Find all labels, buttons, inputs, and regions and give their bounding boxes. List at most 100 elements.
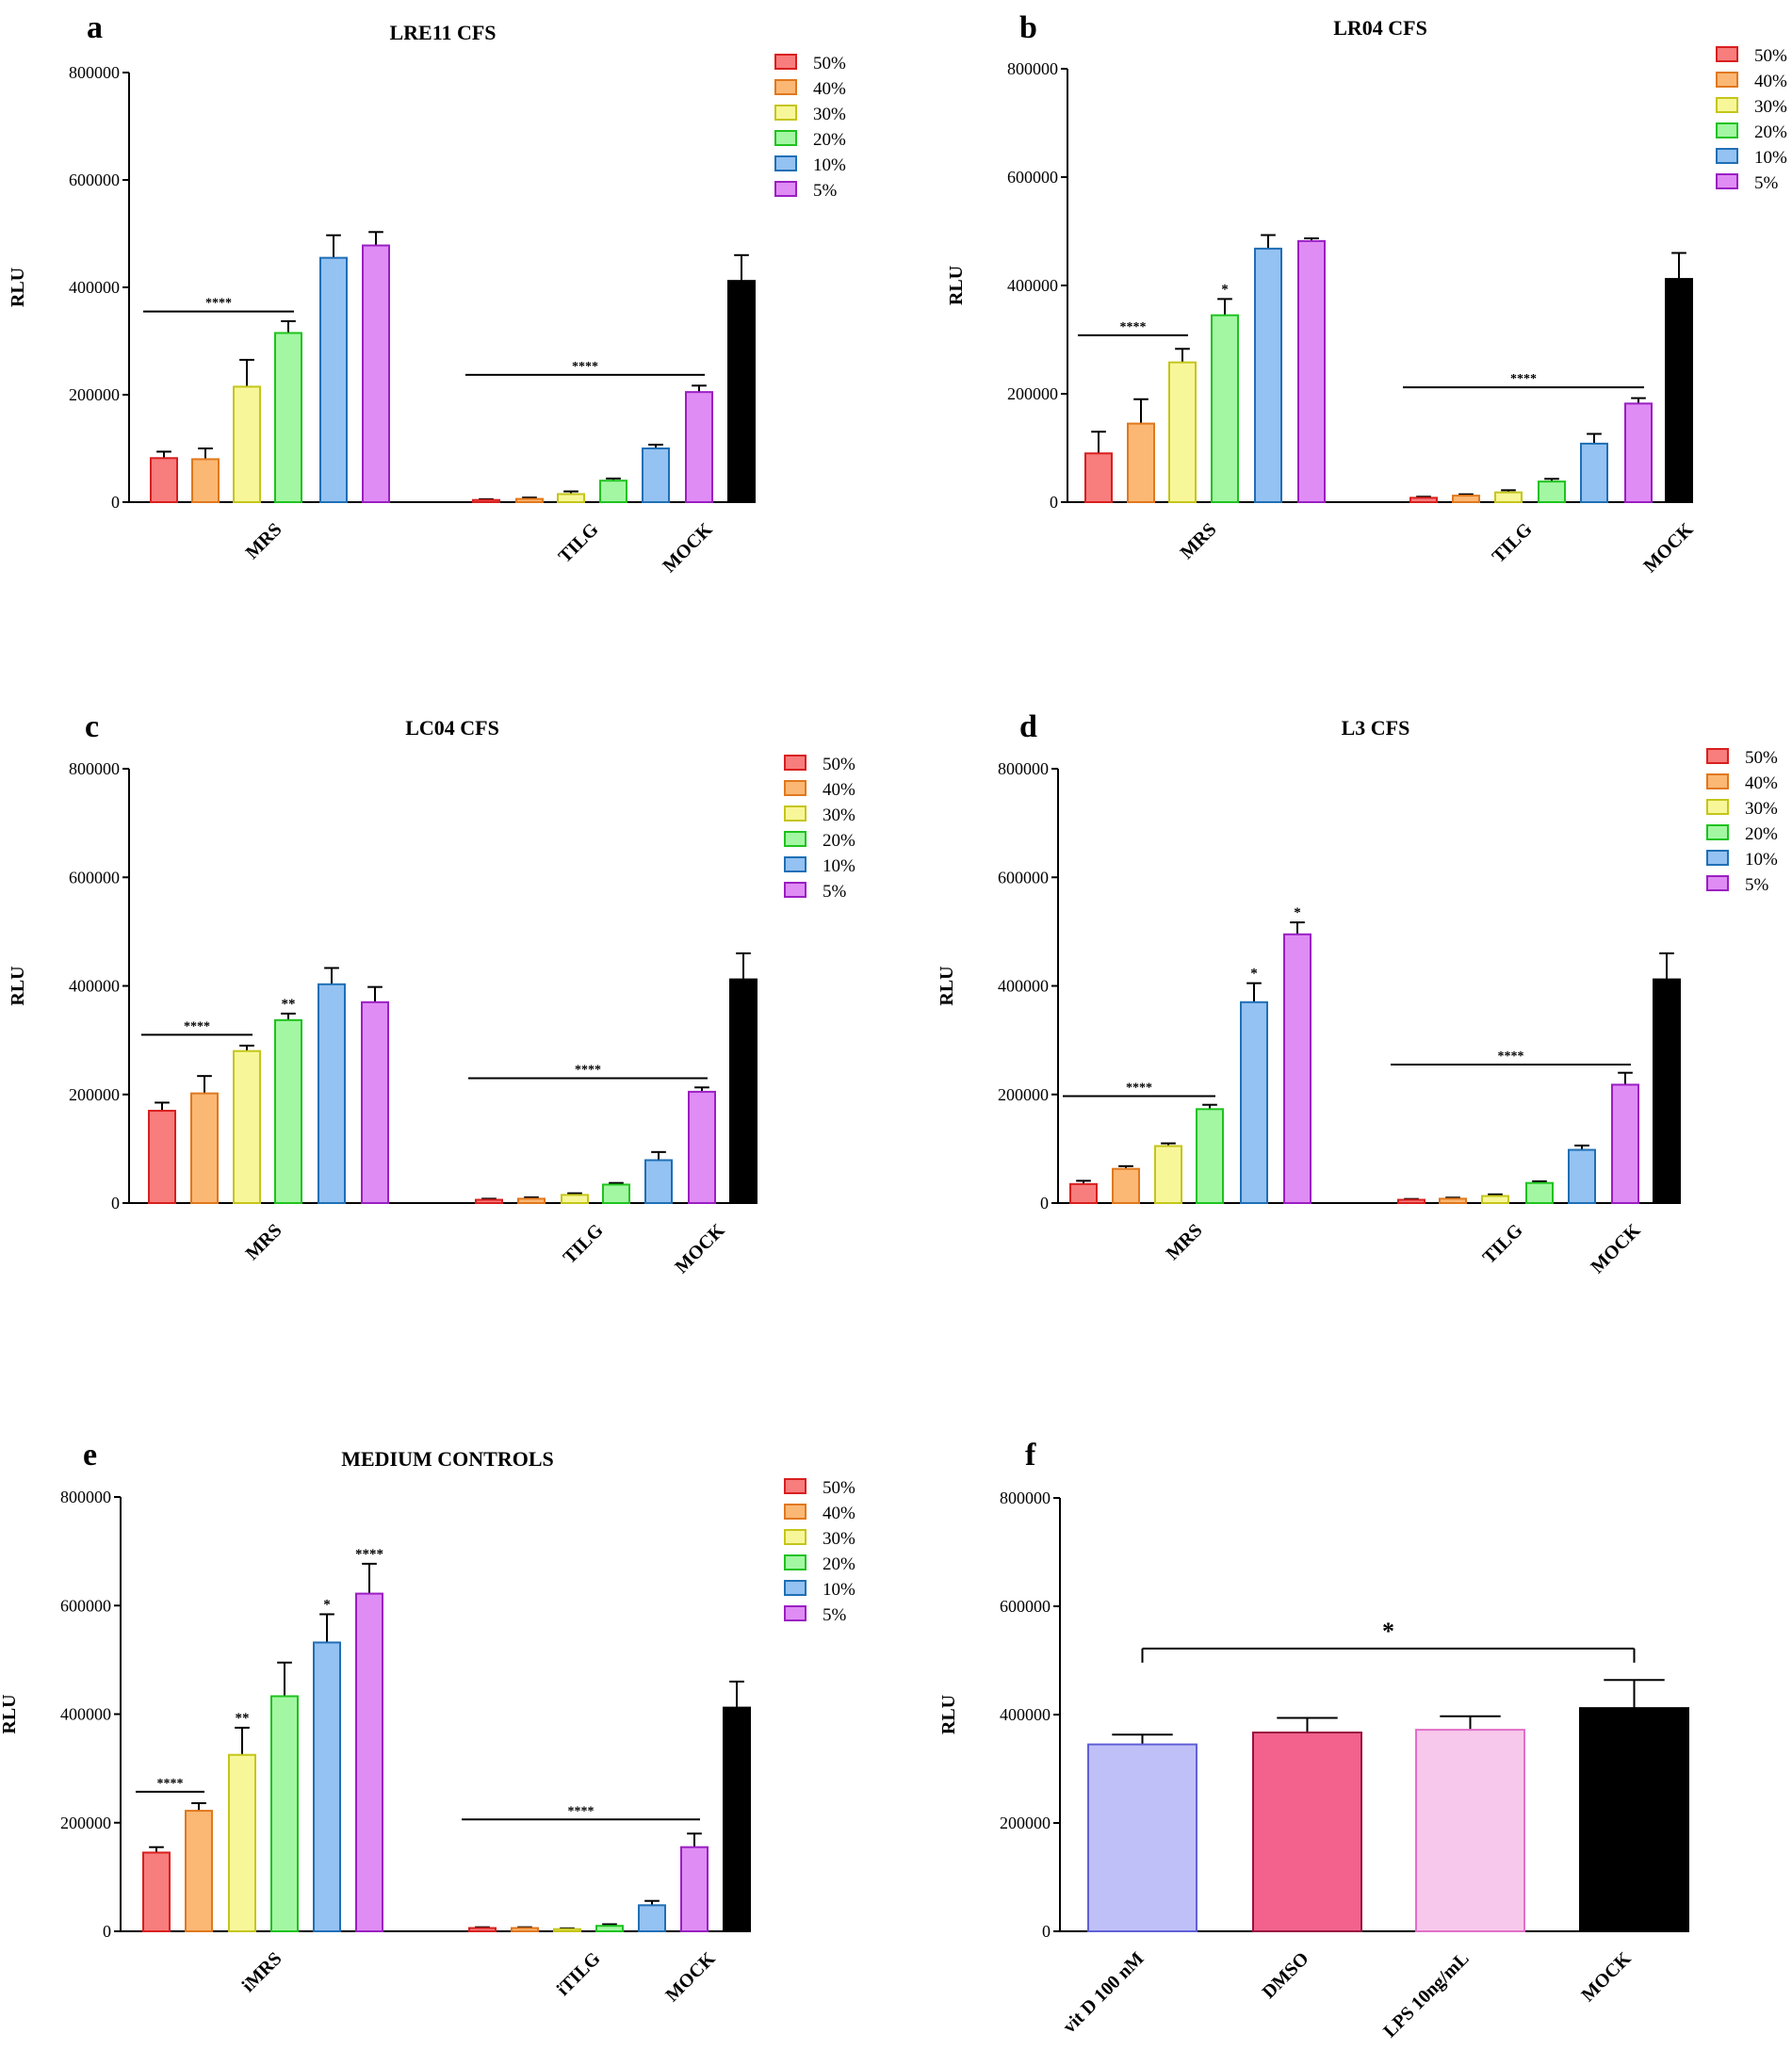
bar <box>602 1183 630 1204</box>
bar <box>1611 1083 1639 1204</box>
significance-label: **** <box>568 1804 595 1818</box>
significance-label: **** <box>1498 1049 1524 1064</box>
legend-swatch <box>784 882 806 898</box>
legend-swatch <box>784 831 806 847</box>
legend-swatch <box>1716 173 1738 189</box>
bar <box>319 256 348 503</box>
bar <box>644 1159 673 1204</box>
bar <box>150 457 178 504</box>
significance-label: **** <box>205 297 232 311</box>
bar-significance-mark: **** <box>355 1547 383 1562</box>
legend-label: 5% <box>1745 875 1769 895</box>
x-group-label: MRS <box>1177 519 1221 563</box>
x-group-label: TILG <box>1489 519 1537 567</box>
significance-label: * <box>1382 1618 1394 1645</box>
legend-swatch <box>1716 46 1738 62</box>
bar <box>1525 1181 1554 1204</box>
y-tick-label: 400000 <box>60 1705 111 1724</box>
bar <box>1252 1731 1362 1932</box>
bar <box>729 978 758 1204</box>
panel-letter-a: a <box>87 10 103 45</box>
bar <box>362 244 390 503</box>
panel-e: e MEDIUM CONTROLS 0 200000 400000 600000 80000… <box>0 1438 855 2006</box>
panel-letter-f: f <box>1025 1438 1036 1472</box>
bar <box>517 1197 546 1205</box>
legend-swatch <box>1716 97 1738 113</box>
bar <box>1211 314 1239 503</box>
x-group-label: MRS <box>242 1220 286 1264</box>
legend-label: 20% <box>1754 122 1787 142</box>
bar <box>1196 1108 1224 1204</box>
bar <box>1409 496 1438 504</box>
legend-swatch <box>1716 72 1738 88</box>
legend-label: 30% <box>823 1529 855 1549</box>
bar <box>680 1846 709 1933</box>
bar <box>1154 1145 1182 1205</box>
bar <box>1168 361 1197 503</box>
bar <box>1112 1167 1140 1205</box>
bar <box>515 497 544 504</box>
legend-label: 50% <box>1754 46 1787 66</box>
x-category-label: MOCK <box>1577 1948 1635 2006</box>
legend-label: 40% <box>823 1504 855 1523</box>
legend: 50% 40% 30% 20% 10% 5% <box>1706 748 1778 895</box>
bar <box>1084 452 1113 503</box>
y-tick-label: 200000 <box>69 385 120 404</box>
x-group-label: TILG <box>1479 1220 1527 1268</box>
bar <box>142 1851 171 1932</box>
legend-swatch <box>1706 850 1729 866</box>
y-tick-label: 600000 <box>998 868 1049 887</box>
legend-swatch <box>774 79 797 95</box>
y-tick-label: 800000 <box>1007 59 1058 78</box>
legend-label: 40% <box>823 780 855 800</box>
significance-label: **** <box>575 1063 601 1077</box>
legend-swatch <box>784 805 806 822</box>
bar <box>355 1592 383 1932</box>
y-tick-label: 800000 <box>60 1488 111 1506</box>
x-category-label: vit D 100 nM <box>1059 1948 1149 2038</box>
bar <box>190 1092 219 1205</box>
bar <box>511 1927 539 1932</box>
x-group-label: iMRS <box>238 1948 286 1996</box>
legend-swatch <box>1706 773 1729 789</box>
y-tick-label: 200000 <box>60 1814 111 1832</box>
bar <box>642 447 670 503</box>
significance-label: **** <box>1126 1081 1152 1095</box>
y-tick-label: 600000 <box>69 171 120 189</box>
legend-swatch <box>774 105 797 121</box>
bar-significance-mark: * <box>1221 282 1229 297</box>
bar <box>233 1049 261 1205</box>
x-group-label: MOCK <box>671 1220 728 1277</box>
bar <box>1069 1182 1098 1205</box>
y-tick-label: 200000 <box>69 1085 120 1104</box>
legend: 50% 40% 30% 20% 10% 5% <box>784 755 855 902</box>
bar <box>1240 1001 1268 1204</box>
y-tick-label: 200000 <box>1007 384 1058 403</box>
bar <box>1397 1198 1425 1204</box>
bar <box>685 391 713 503</box>
bar-significance-mark: ** <box>282 997 296 1012</box>
bar <box>1538 480 1566 503</box>
legend-label: 50% <box>1745 748 1778 768</box>
legend-swatch <box>784 856 806 872</box>
y-axis-label: RLU <box>946 266 967 305</box>
bar <box>1653 978 1681 1204</box>
legend-label: 10% <box>823 856 855 876</box>
y-tick-label: 200000 <box>998 1085 1049 1104</box>
bar <box>318 983 346 1204</box>
significance-label: **** <box>1120 320 1147 334</box>
significance-label: **** <box>184 1019 210 1033</box>
legend: 50% 40% 30% 20% 10% 5% <box>1716 46 1787 193</box>
significance-label: **** <box>572 360 598 374</box>
bar-significance-mark: * <box>1250 967 1258 982</box>
y-tick-label: 800000 <box>1000 1489 1051 1507</box>
y-tick-label: 400000 <box>1000 1705 1051 1724</box>
bar <box>1624 402 1653 504</box>
bar <box>468 1927 497 1932</box>
bar <box>274 1018 302 1204</box>
legend-swatch <box>784 1478 806 1494</box>
y-axis-label: RLU <box>938 1695 959 1734</box>
y-axis-label: RLU <box>937 966 957 1005</box>
bar <box>727 280 756 503</box>
